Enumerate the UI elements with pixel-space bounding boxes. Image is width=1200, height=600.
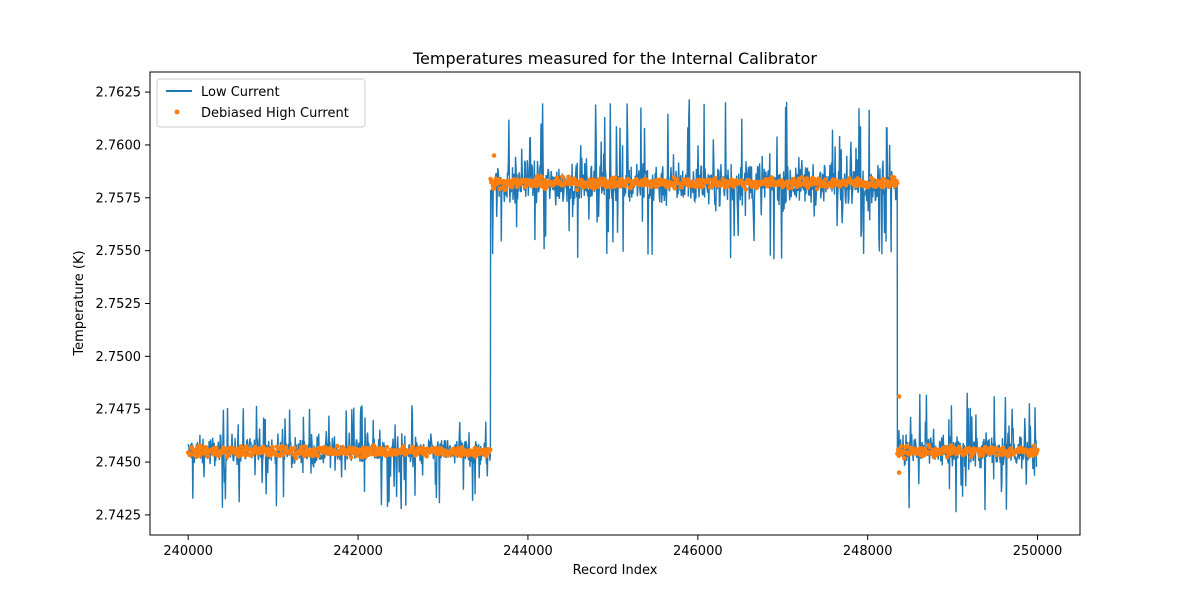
scatter-point <box>544 184 549 189</box>
scatter-point <box>353 446 358 451</box>
scatter-point <box>713 176 718 181</box>
scatter-point <box>596 184 601 189</box>
scatter-point <box>205 453 211 459</box>
y-tick-label: 2.7500 <box>96 350 142 365</box>
scatter-point <box>299 444 304 450</box>
scatter-point <box>539 174 545 180</box>
series-scatter-high-current <box>185 153 1040 475</box>
x-axis: 240000 242000 244000 246000 248000 250000 <box>163 535 1062 559</box>
scatter-point <box>424 454 430 459</box>
scatter-point <box>1031 443 1037 448</box>
y-tick-label: 2.7525 <box>96 297 142 312</box>
scatter-point <box>927 444 932 450</box>
legend-box <box>156 78 366 128</box>
scatter-point <box>674 177 680 182</box>
scatter-point <box>672 186 678 191</box>
x-tick-label: 250000 <box>1013 544 1063 559</box>
scatter-point <box>1000 445 1006 451</box>
scatter-point <box>293 455 299 461</box>
scatter-point <box>1028 447 1034 453</box>
scatter-point <box>907 452 912 457</box>
scatter-point <box>1006 453 1012 458</box>
plot-frame <box>149 71 1081 536</box>
scatter-point <box>879 184 885 190</box>
scatter-point <box>870 177 876 182</box>
scatter-point <box>802 182 807 187</box>
y-axis: 2.7425 2.7450 2.7475 2.7500 2.7525 2.7550 2.75… <box>96 86 150 523</box>
scatter-point <box>763 177 769 182</box>
scatter-point <box>823 177 828 182</box>
scatter-point <box>348 455 354 460</box>
scatter-point <box>472 445 478 451</box>
y-tick-label: 2.7550 <box>96 244 142 259</box>
y-tick-label: 2.7600 <box>96 138 142 153</box>
chart-title: Temperatures measured for the Internal C… <box>412 49 817 68</box>
scatter-point <box>384 444 390 450</box>
y-tick-label: 2.7475 <box>96 403 142 418</box>
scatter-point <box>198 445 204 450</box>
scatter-point <box>800 175 805 180</box>
scatter-point <box>315 453 321 459</box>
series-line-low-current <box>187 99 1038 513</box>
scatter-point <box>612 175 618 180</box>
scatter-point <box>948 443 954 448</box>
scatter-point <box>700 183 706 189</box>
scatter-point <box>693 184 699 190</box>
scatter-point <box>574 187 580 193</box>
scatter-outlier-point <box>491 153 497 158</box>
legend-marker-high-current <box>174 109 180 115</box>
scatter-point <box>904 443 909 449</box>
scatter-point <box>515 184 520 190</box>
scatter-point <box>560 174 565 180</box>
scatter-point <box>980 452 986 458</box>
scatter-point <box>881 176 886 182</box>
scatter-point <box>622 183 628 189</box>
scatter-point <box>292 445 297 451</box>
scatter-point <box>898 444 904 449</box>
scatter-point <box>891 175 897 180</box>
y-tick-label: 2.7450 <box>96 456 142 471</box>
scatter-point <box>720 177 726 182</box>
scatter-point <box>814 186 820 192</box>
scatter-point <box>572 177 577 182</box>
scatter-point <box>214 445 219 451</box>
scatter-point <box>283 445 289 450</box>
scatter-point <box>894 180 900 186</box>
scatter-point <box>238 444 244 449</box>
scatter-point <box>706 177 712 183</box>
scatter-point <box>487 447 493 453</box>
scatter-point <box>902 455 907 461</box>
scatter-point <box>804 176 810 181</box>
scatter-point <box>1035 447 1040 453</box>
scatter-point <box>507 178 512 184</box>
x-tick-label: 246000 <box>673 544 723 559</box>
scatter-outlier-point <box>896 394 902 399</box>
x-axis-label: Record Index <box>573 563 658 578</box>
scatter-point <box>335 443 340 449</box>
x-tick-label: 242000 <box>333 544 383 559</box>
legend-label-low-current: Low Current <box>201 85 280 100</box>
scatter-point <box>455 446 461 451</box>
y-tick-label: 2.7625 <box>96 86 142 101</box>
scatter-point <box>401 444 407 449</box>
scatter-point <box>216 453 222 459</box>
x-tick-label: 248000 <box>843 544 893 559</box>
legend: Low Current Debiased High Current <box>156 78 366 128</box>
scatter-point <box>779 178 785 183</box>
y-tick-label: 2.7425 <box>96 508 142 523</box>
scatter-point <box>188 452 193 457</box>
scatter-point <box>410 444 416 450</box>
scatter-point <box>743 187 749 192</box>
x-tick-label: 240000 <box>163 544 213 559</box>
y-axis-label: Temperature (K) <box>72 250 87 356</box>
y-tick-label: 2.7575 <box>96 191 142 206</box>
legend-label-high-current: Debiased High Current <box>201 106 349 121</box>
scatter-point <box>502 187 508 193</box>
scatter-outlier-point <box>896 470 902 475</box>
x-tick-label: 244000 <box>503 544 553 559</box>
